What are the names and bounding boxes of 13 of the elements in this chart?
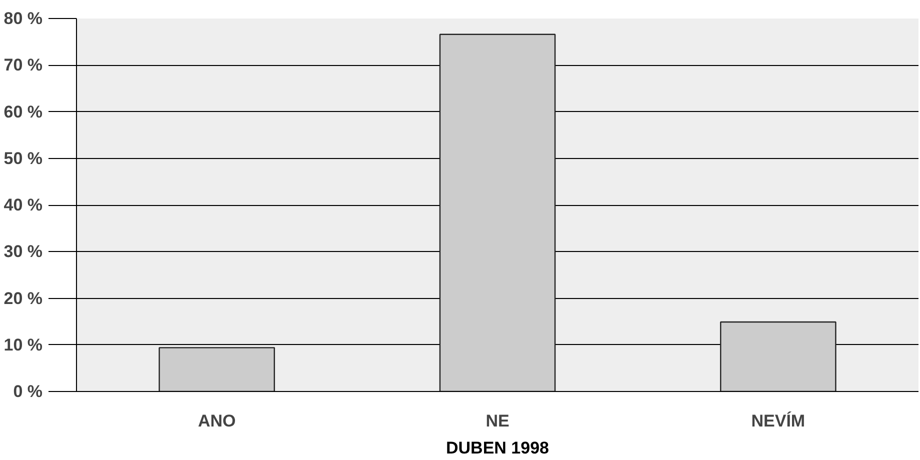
y-tick-label: 60 % bbox=[4, 102, 42, 122]
y-tick-label: 0 % bbox=[13, 382, 43, 401]
x-tick-label: NEVÍM bbox=[751, 410, 806, 430]
y-tick-label: 50 % bbox=[4, 148, 42, 168]
y-tick-label: 30 % bbox=[4, 242, 42, 262]
y-tick-label: 20 % bbox=[4, 288, 42, 308]
x-tick-label: ANO bbox=[198, 412, 236, 430]
x-tick-label: NE bbox=[486, 412, 510, 430]
y-tick-label: 80 % bbox=[4, 9, 42, 28]
x-axis-title: DUBEN 1998 bbox=[446, 438, 550, 458]
y-tick-label: 70 % bbox=[4, 56, 42, 75]
y-tick-label: 10 % bbox=[4, 335, 42, 354]
y-tick-label: 40 % bbox=[4, 196, 42, 214]
